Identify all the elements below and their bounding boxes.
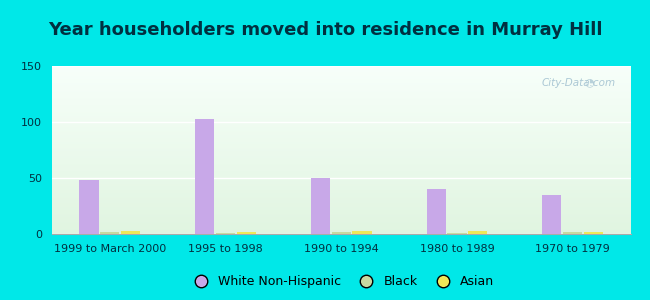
Bar (195, 118, 215, 234)
Bar (79, 180, 99, 234)
Text: Year householders moved into residence in Murray Hill: Year householders moved into residence i… (47, 21, 603, 39)
Bar (352, 231, 372, 234)
Bar (426, 189, 446, 234)
Text: City-Data.com: City-Data.com (542, 78, 616, 88)
Bar (447, 233, 467, 234)
Bar (542, 195, 562, 234)
Bar (237, 232, 256, 234)
Bar (468, 231, 488, 234)
Bar (100, 232, 120, 234)
Bar (311, 178, 330, 234)
Bar (216, 233, 235, 234)
Legend: White Non-Hispanic, Black, Asian: White Non-Hispanic, Black, Asian (183, 271, 499, 293)
Bar (563, 232, 582, 234)
Bar (332, 232, 351, 234)
Bar (121, 231, 140, 234)
Bar (584, 232, 603, 234)
Text: ◔: ◔ (585, 78, 595, 88)
